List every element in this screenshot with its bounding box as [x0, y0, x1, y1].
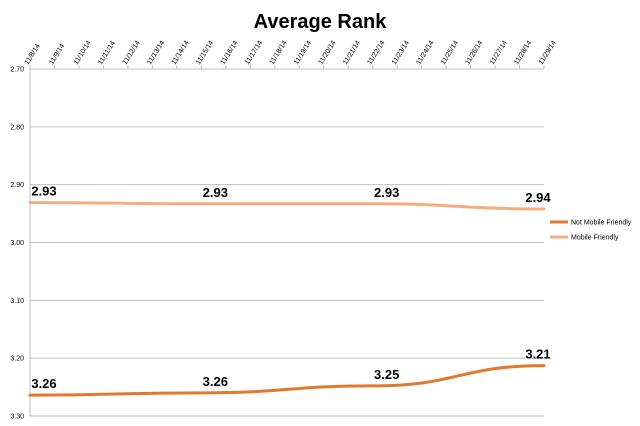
chart-title: Average Rank: [254, 11, 388, 33]
x-tick-label: 11/15/14: [195, 40, 215, 66]
legend-label: Not Mobile Friendly: [571, 220, 632, 227]
x-tick-label: 11/11/14: [97, 40, 117, 66]
data-label: 3.26: [31, 376, 56, 391]
x-tick-label: 11/13/14: [146, 40, 166, 66]
x-tick-label: 11/22/14: [366, 40, 386, 66]
data-label: 2.94: [525, 190, 551, 205]
data-label: 2.93: [31, 184, 56, 199]
x-tick-label: 11/27/14: [489, 40, 509, 66]
y-tick-label: 2.70: [10, 67, 24, 74]
y-tick-label: 3.20: [10, 356, 24, 363]
x-tick-label: 11/9/14: [48, 43, 66, 66]
y-tick-label: 2.90: [10, 182, 24, 189]
series-line: [28, 201, 546, 211]
x-tick-label: 11/10/14: [73, 40, 93, 66]
x-tick-label: 11/8/14: [24, 43, 42, 66]
data-label: 3.21: [525, 347, 550, 362]
data-label: 2.93: [203, 185, 228, 200]
x-tick-label: 11/21/14: [342, 40, 362, 66]
x-tick-label: 11/14/14: [171, 40, 191, 66]
x-tick-label: 11/18/14: [269, 40, 289, 66]
x-tick-label: 11/16/14: [220, 40, 240, 66]
y-tick-label: 3.30: [10, 414, 24, 421]
x-tick-label: 11/24/14: [415, 40, 435, 66]
legend-label: Mobile Friendly: [571, 235, 619, 242]
data-label: 2.93: [374, 185, 399, 200]
series-line: [28, 364, 546, 397]
x-tick-label: 11/25/14: [440, 40, 460, 66]
y-tick-label: 2.80: [10, 124, 24, 131]
data-label: 3.25: [374, 367, 399, 382]
x-tick-label: 11/17/14: [244, 40, 264, 66]
data-label: 3.26: [203, 374, 228, 389]
x-tick-label: 11/26/14: [464, 40, 484, 66]
x-tick-label: 11/20/14: [317, 40, 337, 66]
x-tick-label: 11/19/14: [293, 40, 313, 66]
x-tick-label: 11/12/14: [122, 40, 142, 66]
x-tick-label: 11/28/14: [513, 40, 533, 66]
y-tick-label: 3.00: [10, 240, 24, 247]
x-tick-label: 11/29/14: [538, 40, 558, 66]
x-tick-label: 11/23/14: [391, 40, 411, 66]
y-tick-label: 3.10: [10, 298, 24, 305]
